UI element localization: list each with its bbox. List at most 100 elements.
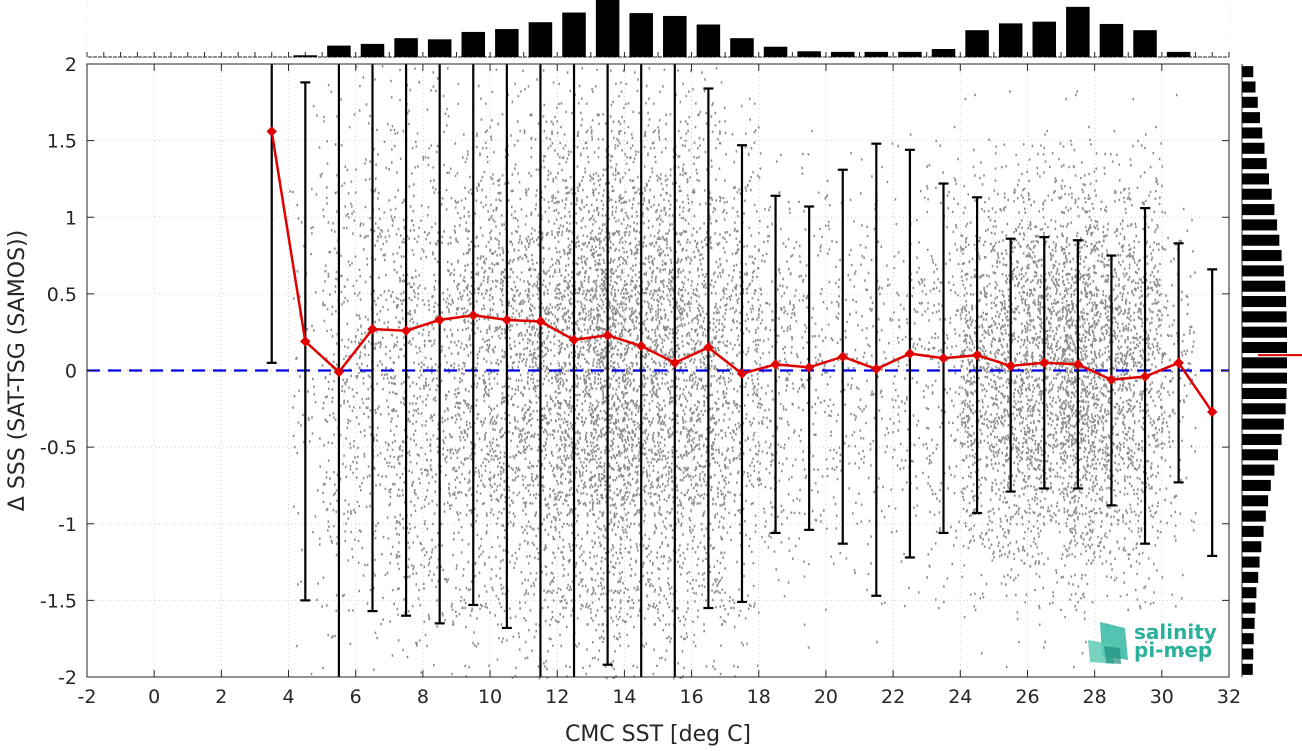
y-tick-label: -1.5 xyxy=(40,590,77,612)
right-hist-bar xyxy=(1242,341,1287,354)
top-hist-bar xyxy=(427,39,452,57)
x-tick-label: 12 xyxy=(545,686,569,708)
top-hist-bar xyxy=(595,0,620,57)
x-tick-label: 24 xyxy=(948,686,972,708)
right-hist-bar xyxy=(1242,357,1287,369)
top-hist-bar xyxy=(495,29,519,57)
x-tick-labels: -2 0 2 4 6 8 10 12 14 16 18 20 22 24 26 28 30 32 xyxy=(78,686,1242,708)
right-hist-bar xyxy=(1242,265,1284,277)
mean-point xyxy=(1072,359,1084,370)
mean-point xyxy=(635,340,647,352)
x-tick-label: 10 xyxy=(478,686,502,708)
right-hist-bar xyxy=(1242,372,1287,384)
right-hist-bar xyxy=(1242,479,1271,491)
x-tick-label: 26 xyxy=(1015,686,1039,708)
right-hist-bar xyxy=(1242,112,1260,124)
y-tick-label: 2 xyxy=(65,54,77,76)
top-histogram xyxy=(86,0,1230,58)
x-tick-label: 16 xyxy=(679,686,703,708)
mean-point xyxy=(1173,357,1184,369)
mean-point xyxy=(333,366,345,378)
mean-point xyxy=(535,316,546,327)
top-hist-bar xyxy=(562,12,586,57)
x-axis-title: CMC SST [deg C] xyxy=(565,722,751,747)
axis-ticks xyxy=(86,63,1230,678)
logo-cube-icon xyxy=(1088,622,1128,664)
right-hist-bar xyxy=(1242,541,1262,553)
y-tick-label: -2 xyxy=(58,667,77,689)
x-tick-label: 28 xyxy=(1083,686,1107,708)
top-hist-bar xyxy=(864,51,889,57)
right-hist-bar xyxy=(1242,464,1275,476)
mean-point xyxy=(736,368,748,379)
top-hist-bar xyxy=(1066,6,1090,57)
right-hist-bar xyxy=(1242,602,1256,614)
top-hist-bar xyxy=(830,51,855,57)
mean-point xyxy=(938,353,949,364)
salinity-pimep-logo: salinity pi-mep xyxy=(1088,620,1217,664)
mean-point xyxy=(266,126,277,137)
right-hist-bar xyxy=(1242,449,1278,461)
x-tick-label: 32 xyxy=(1217,686,1241,708)
right-hist-bar xyxy=(1242,403,1286,415)
right-hist-bar xyxy=(1242,326,1287,338)
x-tick-label: 30 xyxy=(1150,686,1174,708)
right-hist-bar xyxy=(1242,617,1255,629)
mean-point xyxy=(434,314,445,326)
mean-point xyxy=(1005,360,1016,372)
right-hist-bar xyxy=(1242,234,1280,246)
right-hist-bar xyxy=(1242,158,1267,170)
mean-point xyxy=(1039,357,1050,369)
mean-point xyxy=(1139,371,1151,382)
top-hist-bar xyxy=(1099,23,1124,57)
mean-point xyxy=(803,362,815,373)
y-tick-labels: 2 1.5 1 0.5 0 -0.5 -1 -1.5 -2 xyxy=(40,54,77,689)
y-axis-title: Δ SSS (SAT-TSG (SAMOS)) xyxy=(5,230,30,511)
x-tick-label: 18 xyxy=(747,686,771,708)
top-hist-bar xyxy=(965,30,989,57)
right-hist-bar xyxy=(1242,250,1282,262)
right-hist-bar xyxy=(1242,418,1284,430)
right-hist-bar xyxy=(1242,433,1282,445)
mean-point xyxy=(1106,374,1117,385)
y-tick-label: 0.5 xyxy=(47,284,77,306)
scatter-cloud xyxy=(289,65,1197,680)
top-hist-bar xyxy=(898,51,922,57)
x-tick-label: 14 xyxy=(612,686,636,708)
mean-point xyxy=(703,342,714,353)
top-hist-bar xyxy=(1032,21,1057,57)
mean-series xyxy=(266,126,1218,418)
right-hist-bar xyxy=(1242,587,1257,599)
y-tick-label: -1 xyxy=(58,514,77,536)
mean-point xyxy=(602,330,613,341)
right-hist-bar xyxy=(1242,556,1260,568)
right-hist-bar xyxy=(1242,296,1287,308)
x-tick-label: 22 xyxy=(881,686,905,708)
right-hist-bar xyxy=(1242,127,1263,139)
right-hist-bar xyxy=(1242,311,1287,323)
right-hist-bar xyxy=(1242,81,1256,93)
mean-point xyxy=(1207,406,1218,418)
right-hist-bar xyxy=(1242,571,1259,583)
mean-point xyxy=(669,357,681,369)
right-hist-bar xyxy=(1242,663,1253,675)
top-hist-bar xyxy=(394,38,418,57)
top-hist-bar xyxy=(696,24,721,57)
y-tick-label: 1.5 xyxy=(47,131,77,153)
right-hist-bar xyxy=(1242,142,1265,154)
top-hist-bar xyxy=(461,31,486,57)
x-tick-label: 20 xyxy=(814,686,838,708)
top-hist-bar xyxy=(931,49,956,57)
x-tick-label: -2 xyxy=(78,686,97,708)
right-hist-bar xyxy=(1242,280,1286,292)
right-hist-bar xyxy=(1242,387,1287,400)
right-hist-bar xyxy=(1242,188,1272,200)
top-hist-bar xyxy=(663,15,687,58)
x-tick-label: 2 xyxy=(215,686,227,708)
mean-point xyxy=(837,351,848,362)
mean-point xyxy=(501,314,513,326)
right-hist-bar xyxy=(1242,633,1254,645)
top-hist-bar xyxy=(1133,30,1157,57)
right-hist-bar xyxy=(1242,495,1269,507)
right-hist-bar xyxy=(1242,219,1278,231)
